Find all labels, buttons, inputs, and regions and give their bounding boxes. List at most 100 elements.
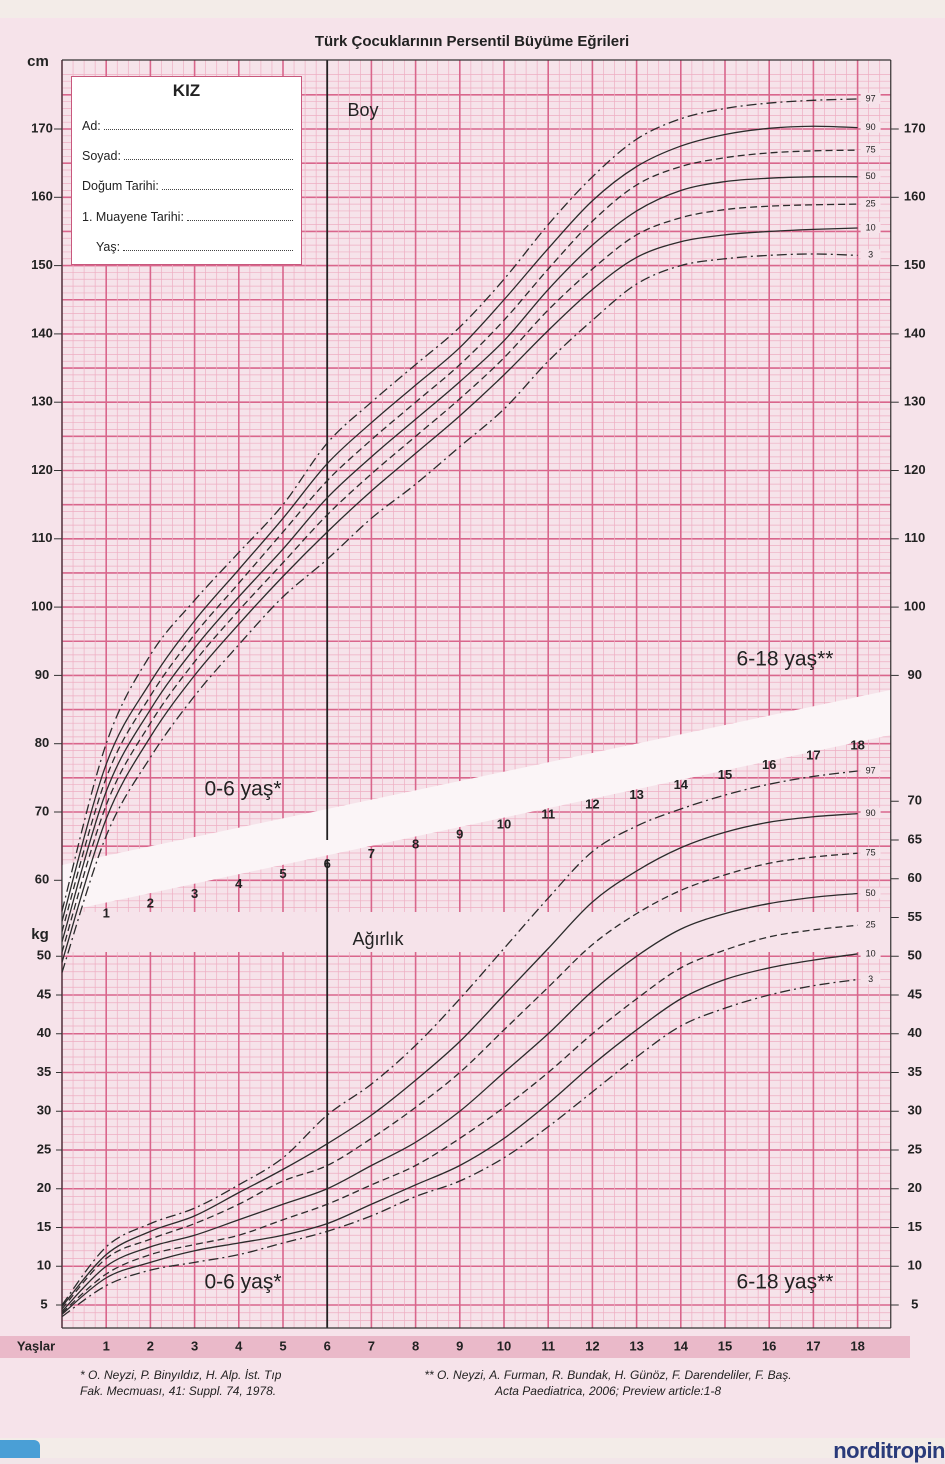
age-axis-tick: 11 bbox=[541, 1338, 555, 1353]
age-band-label: 2 bbox=[147, 896, 154, 911]
age-axis-title: Yaşlar bbox=[17, 1338, 55, 1353]
height-curve-label: 75 bbox=[866, 145, 876, 155]
brand-logo-icon bbox=[0, 1440, 40, 1458]
weight-tick-right: 55 bbox=[908, 909, 922, 924]
weight-tick-right: 25 bbox=[908, 1141, 922, 1156]
weight-tick-left: 10 bbox=[37, 1258, 51, 1273]
weight-tick-left: 45 bbox=[37, 986, 51, 1001]
height-tick-right: 130 bbox=[904, 394, 926, 409]
weight-curve-label: 75 bbox=[866, 848, 876, 858]
height-curve-p3 bbox=[61, 253, 858, 973]
age-band-label: 15 bbox=[718, 767, 732, 782]
weight-tick-right: 20 bbox=[908, 1180, 922, 1195]
weight-curve-label: 97 bbox=[866, 765, 876, 775]
name-line bbox=[103, 129, 293, 130]
weight-curve-label: 10 bbox=[866, 948, 876, 958]
weight-tick-right: 50 bbox=[908, 948, 922, 963]
weight-tick-right: 30 bbox=[908, 1103, 922, 1118]
weight-tick-right: 65 bbox=[908, 831, 922, 846]
weight-tick-right: 60 bbox=[908, 870, 922, 885]
height-curve-label-bg bbox=[860, 198, 881, 210]
age-band-label: 13 bbox=[629, 787, 643, 802]
weight-tick-right: 45 bbox=[908, 986, 922, 1001]
height-tick-left: 170 bbox=[31, 120, 53, 135]
age-band-label: 18 bbox=[850, 737, 864, 752]
age-axis-strip bbox=[0, 1336, 910, 1358]
height-curve-label: 10 bbox=[866, 222, 876, 232]
age-band-label: 5 bbox=[279, 866, 286, 881]
age-axis-tick: 8 bbox=[412, 1338, 419, 1353]
age-band-label: 12 bbox=[585, 797, 599, 812]
weight-curve-label: 25 bbox=[866, 920, 876, 930]
age-label: Yaş: bbox=[96, 240, 121, 254]
weight-curve-label-bg bbox=[860, 887, 881, 899]
height-curve-label: 3 bbox=[868, 250, 873, 260]
age-axis-tick: 6 bbox=[324, 1338, 331, 1353]
height-curve-label: 90 bbox=[866, 122, 876, 132]
surname-line bbox=[123, 159, 293, 160]
age-axis-tick: 2 bbox=[147, 1338, 154, 1353]
age-axis-tick: 16 bbox=[762, 1338, 776, 1353]
height-curve-label: 97 bbox=[866, 93, 876, 103]
height-tick-left: 70 bbox=[35, 803, 49, 818]
height-tick-left: 120 bbox=[31, 462, 53, 477]
age-axis-tick: 3 bbox=[191, 1338, 198, 1353]
weight-tick-right: 15 bbox=[908, 1219, 922, 1234]
weight-curve-label: 3 bbox=[868, 974, 873, 984]
height-tick-left: 80 bbox=[35, 735, 49, 750]
footnote-6-18: ** O. Neyzi, A. Furman, R. Bundak, H. Gü… bbox=[424, 1368, 792, 1398]
weight-tick-left: 30 bbox=[37, 1103, 51, 1118]
height-tick-left: 60 bbox=[35, 872, 49, 887]
first-exam-date-label: 1. Muayene Tarihi: bbox=[82, 210, 184, 224]
weight-unit-label: kg bbox=[31, 926, 49, 943]
age-axis-tick: 9 bbox=[456, 1338, 463, 1353]
birthdate-field[interactable]: Doğum Tarihi: bbox=[82, 179, 293, 193]
surname-label: Soyad: bbox=[82, 149, 121, 163]
first-exam-date-field[interactable]: 1. Muayene Tarihi: bbox=[82, 210, 293, 224]
weight-panel bbox=[62, 952, 891, 1328]
height-tick-right: 100 bbox=[904, 599, 926, 614]
weight-range-old: 6-18 yaş** bbox=[737, 1271, 834, 1294]
sex-heading: KIZ bbox=[172, 81, 201, 100]
weight-curve-p75 bbox=[61, 852, 858, 1310]
age-band-label: 17 bbox=[806, 747, 820, 762]
height-curve-label: 50 bbox=[866, 171, 876, 181]
age-axis-tick: 15 bbox=[718, 1338, 732, 1353]
height-tick-left: 150 bbox=[31, 257, 53, 272]
weight-tick-right: 10 bbox=[908, 1258, 922, 1273]
surname-field[interactable]: Soyad: bbox=[82, 149, 293, 163]
weight-tick-right: 5 bbox=[911, 1296, 918, 1311]
age-band bbox=[62, 690, 891, 912]
weight-tick-left: 25 bbox=[37, 1141, 51, 1156]
weight-tick-left: 35 bbox=[37, 1064, 51, 1079]
height-tick-right: 170 bbox=[904, 120, 926, 135]
height-curve-label-bg bbox=[860, 249, 881, 261]
age-band-label: 8 bbox=[412, 836, 419, 851]
height-tick-left: 110 bbox=[32, 530, 53, 545]
age-axis-tick: 4 bbox=[235, 1338, 243, 1353]
weight-curve-label-bg bbox=[860, 947, 881, 959]
height-tick-right: 140 bbox=[904, 325, 926, 340]
birthdate-label: Doğum Tarihi: bbox=[82, 179, 159, 193]
height-unit-label: cm bbox=[27, 53, 49, 70]
brand-name: norditropin bbox=[833, 1438, 945, 1463]
footnote-0-6: * O. Neyzi, P. Binyıldız, H. Alp. İst. T… bbox=[80, 1368, 282, 1398]
weight-curve-p50 bbox=[61, 892, 858, 1312]
age-band-label: 3 bbox=[191, 886, 198, 901]
age-field[interactable]: Yaş: bbox=[96, 240, 293, 254]
first-exam-date-line bbox=[186, 220, 293, 221]
age-axis-tick: 12 bbox=[585, 1338, 599, 1353]
chart-title: Türk Çocuklarının Persentil Büyüme Eğril… bbox=[315, 33, 629, 50]
height-range-young: 0-6 yaş* bbox=[204, 778, 281, 801]
height-curve-p75 bbox=[61, 149, 858, 932]
age-band-label: 16 bbox=[762, 757, 776, 772]
height-curve-p50 bbox=[61, 176, 858, 942]
age-band-label: 9 bbox=[456, 826, 463, 841]
patient-info-box: KIZ Ad: Soyad: Doğum Tarihi: 1. Muayene … bbox=[71, 76, 302, 265]
weight-curve-label-bg bbox=[860, 919, 881, 931]
name-field[interactable]: Ad: bbox=[82, 119, 293, 133]
age-axis-tick: 10 bbox=[497, 1338, 511, 1353]
name-label: Ad: bbox=[82, 119, 101, 133]
